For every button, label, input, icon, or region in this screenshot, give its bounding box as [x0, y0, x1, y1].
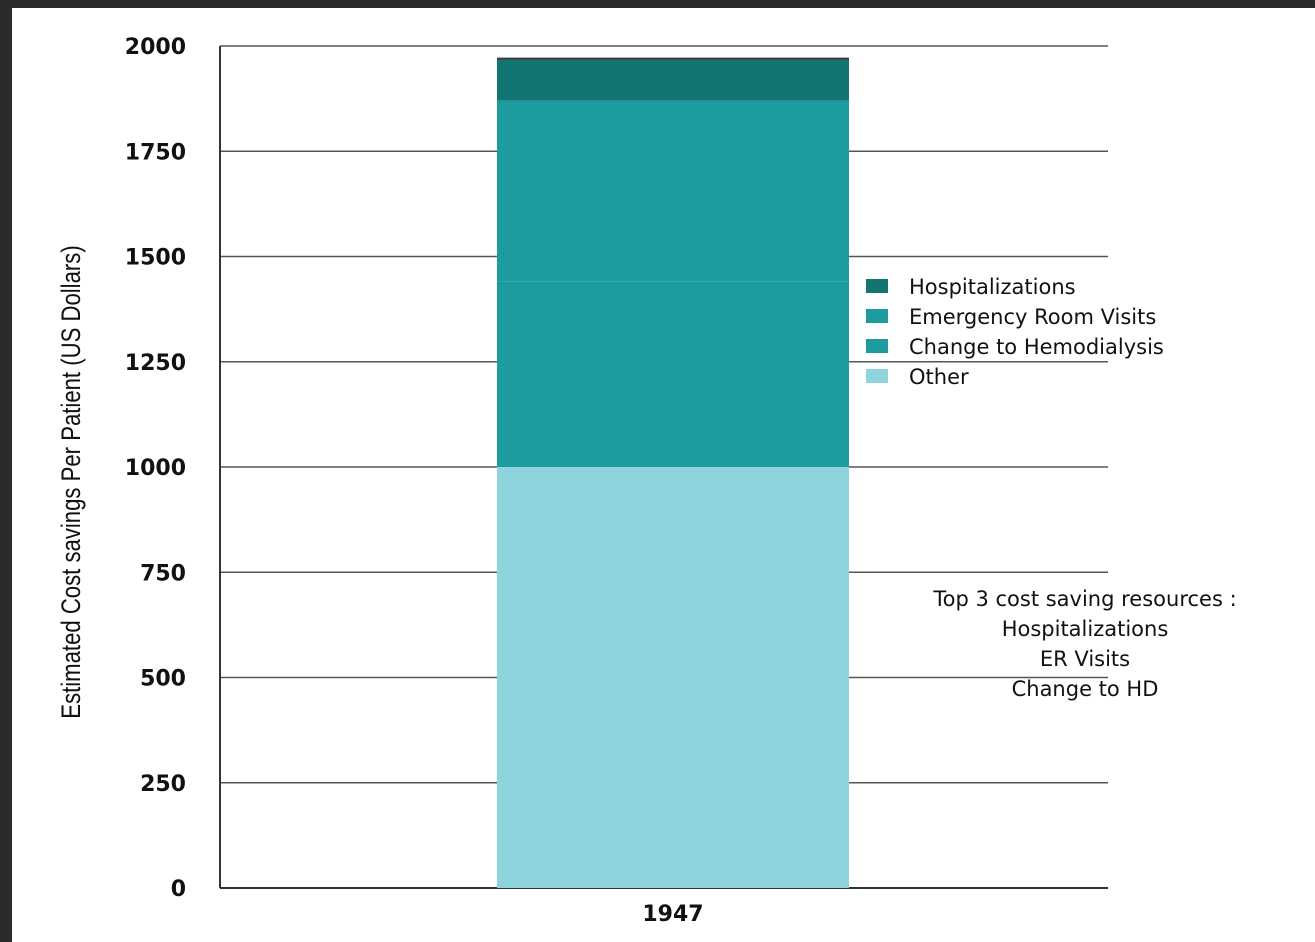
- legend-swatch: [866, 279, 888, 293]
- legend-swatch: [866, 309, 888, 323]
- bar-segment-change-to-hemodialysis: [497, 281, 849, 467]
- legend-label: Hospitalizations: [909, 275, 1076, 299]
- annotation-line: Hospitalizations: [1002, 617, 1169, 641]
- annotation-note: Top 3 cost saving resources : Hospitaliza…: [932, 587, 1236, 701]
- bar-segment-hospitalizations: [497, 58, 849, 101]
- annotation-line: Change to HD: [1012, 677, 1159, 701]
- legend-label: Change to Hemodialysis: [909, 335, 1164, 359]
- bar-segment-emergency-room-visits: [497, 100, 849, 282]
- legend-swatch: [866, 369, 888, 383]
- y-tick-label: 1500: [125, 246, 186, 271]
- bar-segment-other: [497, 467, 849, 888]
- y-tick-label: 1250: [125, 351, 186, 376]
- legend-label: Emergency Room Visits: [909, 305, 1156, 329]
- x-tick-label: 1947: [642, 902, 703, 927]
- y-axis-label: Estimated Cost savings Per Patient (US D…: [57, 245, 87, 718]
- legend: Hospitalizations Emergency Room Visits Cha…: [866, 275, 1164, 389]
- y-tick-label: 1750: [125, 140, 186, 165]
- y-tick-label: 250: [140, 772, 186, 797]
- y-tick-label: 750: [140, 561, 186, 586]
- bar-segments: [497, 57, 849, 888]
- y-tick-label: 2000: [125, 35, 186, 60]
- y-tick-labels: 0 250 500 750 1000 1250 1500 1750 2000: [125, 35, 186, 902]
- annotation-line: Top 3 cost saving resources :: [932, 587, 1236, 611]
- y-tick-label: 500: [140, 667, 186, 692]
- legend-swatch: [866, 339, 888, 353]
- annotation-line: ER Visits: [1040, 647, 1130, 671]
- legend-label: Other: [909, 365, 969, 389]
- y-tick-label: 0: [171, 877, 186, 902]
- y-tick-label: 1000: [125, 456, 186, 481]
- x-tick-labels: 1947: [642, 902, 703, 927]
